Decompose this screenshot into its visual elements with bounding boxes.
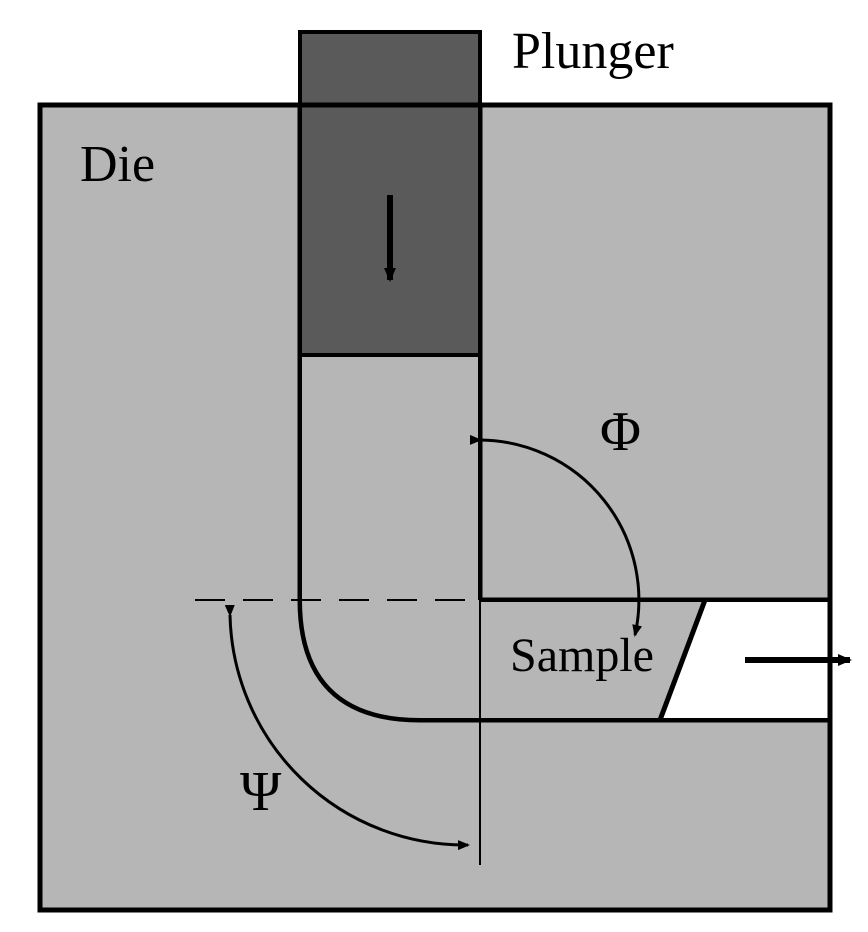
phi-label: Φ	[600, 400, 641, 464]
sample-label: Sample	[510, 628, 654, 683]
die-label: Die	[80, 135, 155, 194]
plunger-label: Plunger	[512, 22, 674, 81]
ecap-diagram: Plunger Die Sample Φ Ψ	[0, 0, 868, 932]
plunger-body	[300, 32, 480, 355]
psi-label: Ψ	[240, 760, 281, 824]
